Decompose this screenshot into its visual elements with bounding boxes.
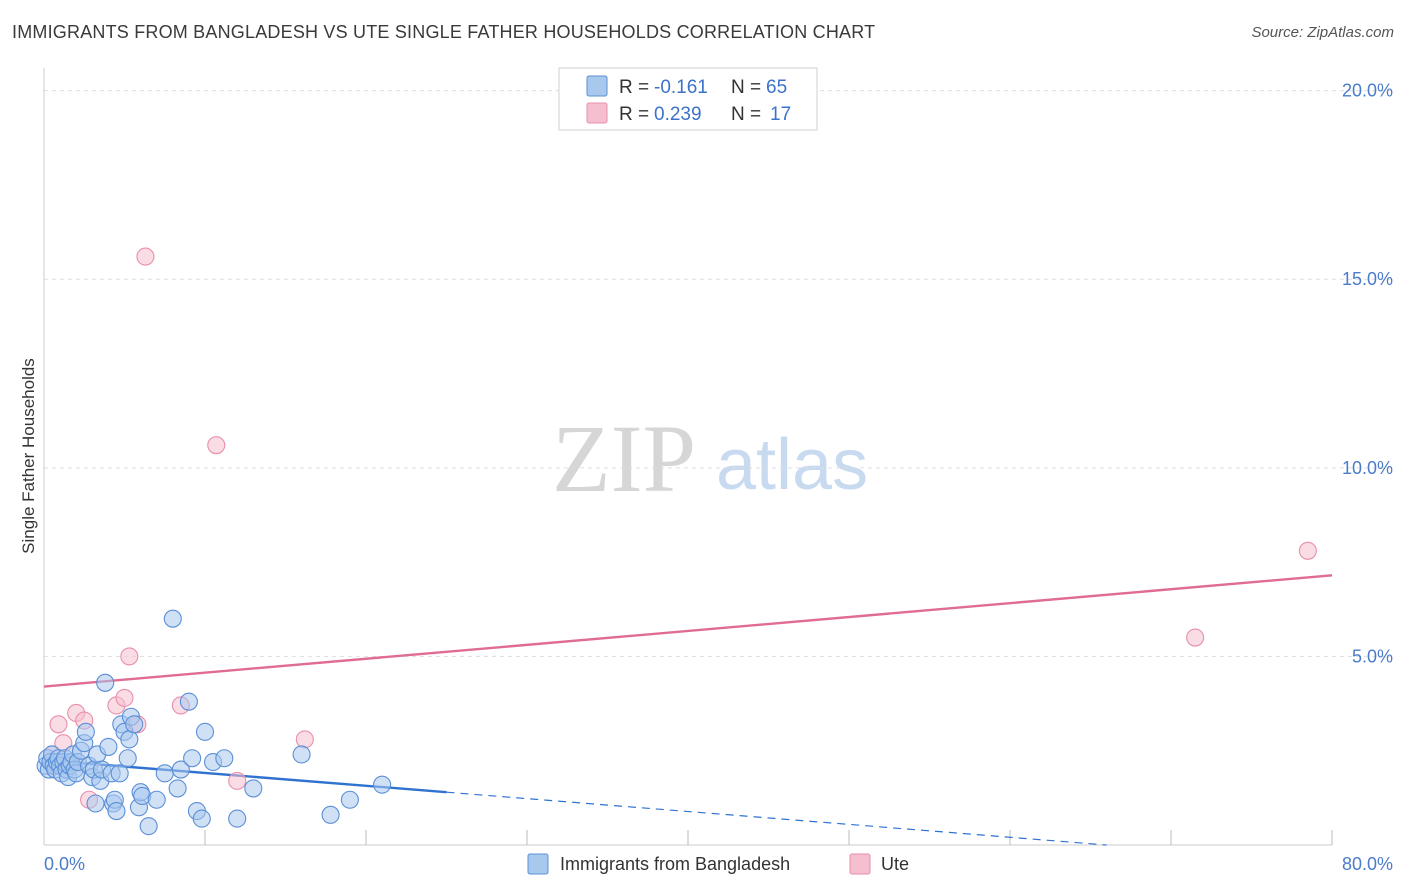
bangladesh-point (321, 805, 340, 824)
watermark-atlas: atlas (716, 425, 868, 505)
data-points (36, 247, 1317, 836)
legend-r-label-1: R = (619, 77, 649, 98)
legend-n-value-1: 65 (766, 77, 787, 98)
ute-point (207, 436, 226, 455)
ute-point (295, 730, 314, 749)
y-axis-title: Single Father Households (19, 358, 38, 554)
bangladesh-point (244, 779, 263, 798)
y-tick-label: 15.0% (1342, 269, 1393, 289)
bangladesh-point (155, 764, 174, 783)
ute-point (120, 647, 139, 666)
bangladesh-point (139, 817, 158, 836)
x-tick-label-min: 0.0% (44, 854, 85, 874)
bangladesh-point (86, 794, 105, 813)
bangladesh-point (99, 737, 118, 756)
correlation-legend: R = -0.161 N = 65 R = 0.239 N = 17 (558, 67, 818, 131)
bangladesh-point (118, 749, 137, 768)
legend-r-value-1: -0.161 (654, 77, 708, 98)
bangladesh-point (110, 764, 129, 783)
bangladesh-point (107, 802, 126, 821)
bangladesh-point (340, 790, 359, 809)
legend-n-label-2: N = (731, 104, 761, 125)
x-ticks (204, 830, 1333, 845)
bangladesh-point (195, 722, 215, 741)
y-tick-label: 20.0% (1342, 81, 1393, 101)
bangladesh-point (215, 749, 234, 768)
grid-lines (44, 90, 1395, 657)
bangladesh-trend-extension (446, 791, 1107, 846)
source-credit: Source: ZipAtlas.com (1251, 24, 1394, 41)
series-legend: Immigrants from Bangladesh Ute (527, 853, 909, 875)
bangladesh-point (163, 609, 182, 628)
bangladesh-point (147, 790, 166, 809)
y-tick-label: 5.0% (1352, 646, 1393, 666)
chart-title: IMMIGRANTS FROM BANGLADESH VS UTE SINGLE… (12, 22, 876, 42)
bangladesh-point (171, 760, 190, 779)
bangladesh-point (192, 809, 211, 828)
ute-point (115, 688, 134, 707)
y-tick-labels: 5.0% 10.0% 15.0% 20.0% (1342, 81, 1393, 667)
ute-point (1186, 628, 1205, 647)
series-swatch-ute (849, 853, 871, 875)
bangladesh-point (76, 722, 95, 741)
legend-swatch-blue (586, 75, 608, 97)
ute-trend-line (43, 574, 1333, 688)
bangladesh-point (292, 745, 311, 764)
legend-n-value-2: 17 (770, 104, 791, 125)
trend-lines (43, 574, 1333, 846)
bangladesh-point (120, 730, 139, 749)
bangladesh-point (179, 692, 198, 711)
legend-n-label-1: N = (731, 77, 761, 98)
legend-r-value-2: 0.239 (654, 104, 702, 125)
ute-point (1298, 541, 1317, 560)
bangladesh-point (373, 775, 392, 794)
series-swatch-bangladesh (527, 853, 549, 875)
bangladesh-point (228, 809, 247, 828)
legend-swatch-pink (586, 102, 608, 124)
bangladesh-point (125, 715, 144, 734)
bangladesh-point (168, 779, 187, 798)
bangladesh-point (96, 673, 115, 692)
series-label-bangladesh: Immigrants from Bangladesh (560, 854, 790, 874)
y-tick-label: 10.0% (1342, 458, 1393, 478)
x-tick-label-max: 80.0% (1342, 854, 1393, 874)
ute-point (228, 771, 247, 790)
ute-point (49, 715, 68, 734)
ute-point (136, 247, 155, 266)
bangladesh-point (183, 749, 202, 768)
series-label-ute: Ute (881, 854, 909, 874)
legend-r-label-2: R = (619, 104, 649, 125)
watermark-zip: ZIP (552, 405, 696, 512)
